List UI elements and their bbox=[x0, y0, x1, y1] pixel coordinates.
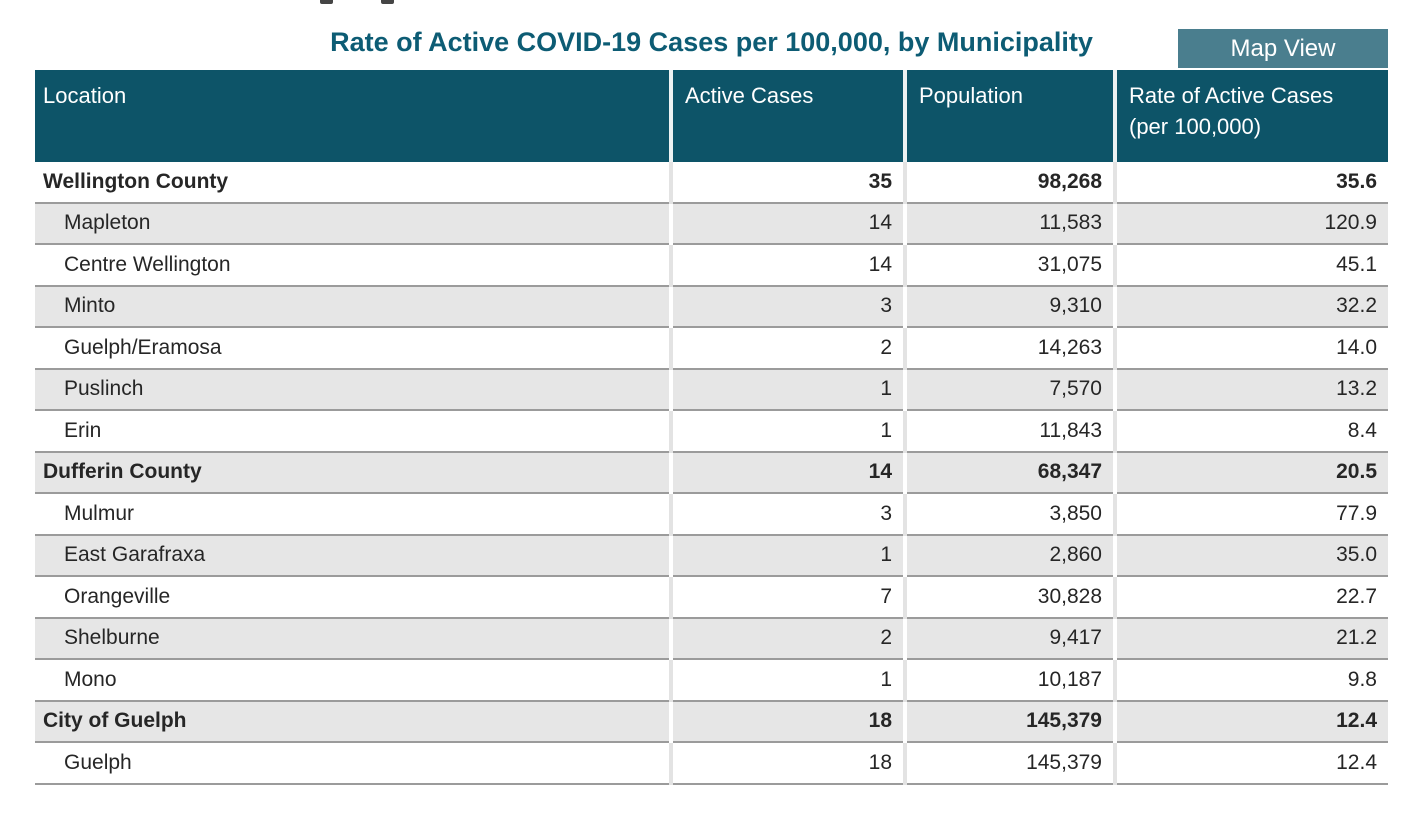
active-cases-cell: 1 bbox=[669, 659, 905, 702]
active-cases-cell: 14 bbox=[669, 202, 905, 245]
location-cell: Guelph/Eramosa bbox=[35, 327, 671, 370]
rate-cell: 12.4 bbox=[1113, 742, 1388, 785]
active-cases-cell: 7 bbox=[669, 576, 905, 619]
population-cell: 68,347 bbox=[903, 451, 1115, 494]
table-row: City of Guelph 18 145,379 12.4 bbox=[35, 700, 1388, 743]
rate-cell: 14.0 bbox=[1113, 327, 1388, 370]
table-row: Orangeville 7 30,828 22.7 bbox=[35, 576, 1388, 619]
column-header-rate: Rate of Active Cases (per 100,000) bbox=[1113, 70, 1388, 162]
rate-cell: 8.4 bbox=[1113, 410, 1388, 453]
location-cell: Mulmur bbox=[35, 493, 671, 536]
active-cases-cell: 18 bbox=[669, 742, 905, 785]
rate-cell: 9.8 bbox=[1113, 659, 1388, 702]
population-cell: 145,379 bbox=[903, 742, 1115, 785]
active-cases-cell: 14 bbox=[669, 244, 905, 287]
active-cases-cell: 2 bbox=[669, 617, 905, 660]
location-cell: Mono bbox=[35, 659, 671, 702]
location-cell: Wellington County bbox=[35, 162, 671, 204]
table-row: Wellington County 35 98,268 35.6 bbox=[35, 162, 1388, 204]
table-body: Wellington County 35 98,268 35.6 Mapleto… bbox=[35, 162, 1388, 785]
column-header-rate-line1: Rate of Active Cases bbox=[1129, 83, 1334, 108]
location-cell: Guelph bbox=[35, 742, 671, 785]
rate-cell: 21.2 bbox=[1113, 617, 1388, 660]
table-row: Mapleton 14 11,583 120.9 bbox=[35, 202, 1388, 245]
table-row: Erin 1 11,843 8.4 bbox=[35, 410, 1388, 453]
active-cases-cell: 1 bbox=[669, 368, 905, 411]
active-cases-cell: 3 bbox=[669, 493, 905, 536]
active-cases-cell: 2 bbox=[669, 327, 905, 370]
location-cell: Shelburne bbox=[35, 617, 671, 660]
rate-cell: 13.2 bbox=[1113, 368, 1388, 411]
active-cases-cell: 3 bbox=[669, 285, 905, 328]
active-cases-cell: 1 bbox=[669, 410, 905, 453]
cropped-text-artifact bbox=[320, 0, 333, 4]
table-row: Minto 3 9,310 32.2 bbox=[35, 285, 1388, 328]
page-title: Rate of Active COVID-19 Cases per 100,00… bbox=[330, 27, 1093, 57]
column-header-rate-line2: (per 100,000) bbox=[1129, 114, 1262, 139]
location-cell: Centre Wellington bbox=[35, 244, 671, 287]
rate-cell: 35.6 bbox=[1113, 162, 1388, 204]
location-cell: Orangeville bbox=[35, 576, 671, 619]
active-cases-cell: 18 bbox=[669, 700, 905, 743]
cropped-text-artifact bbox=[381, 0, 394, 4]
rate-cell: 20.5 bbox=[1113, 451, 1388, 494]
location-cell: Mapleton bbox=[35, 202, 671, 245]
population-cell: 30,828 bbox=[903, 576, 1115, 619]
location-cell: Erin bbox=[35, 410, 671, 453]
location-cell: East Garafraxa bbox=[35, 534, 671, 577]
map-view-button[interactable]: Map View bbox=[1178, 29, 1388, 68]
rate-cell: 32.2 bbox=[1113, 285, 1388, 328]
population-cell: 9,417 bbox=[903, 617, 1115, 660]
table-header: Location Active Cases Population Rate of… bbox=[35, 70, 1388, 162]
header-row: Location Active Cases Population Rate of… bbox=[35, 70, 1388, 162]
population-cell: 2,860 bbox=[903, 534, 1115, 577]
population-cell: 9,310 bbox=[903, 285, 1115, 328]
column-header-population: Population bbox=[903, 70, 1115, 162]
population-cell: 98,268 bbox=[903, 162, 1115, 204]
table-row: Puslinch 1 7,570 13.2 bbox=[35, 368, 1388, 411]
population-cell: 7,570 bbox=[903, 368, 1115, 411]
column-header-location: Location bbox=[35, 70, 671, 162]
rate-cell: 12.4 bbox=[1113, 700, 1388, 743]
location-cell: City of Guelph bbox=[35, 700, 671, 743]
table-row: Guelph 18 145,379 12.4 bbox=[35, 742, 1388, 785]
population-cell: 11,583 bbox=[903, 202, 1115, 245]
table-row: Mulmur 3 3,850 77.9 bbox=[35, 493, 1388, 536]
rate-cell: 120.9 bbox=[1113, 202, 1388, 245]
active-cases-cell: 14 bbox=[669, 451, 905, 494]
covid-rate-table: Location Active Cases Population Rate of… bbox=[35, 70, 1388, 785]
population-cell: 145,379 bbox=[903, 700, 1115, 743]
table-row: Centre Wellington 14 31,075 45.1 bbox=[35, 244, 1388, 287]
table-row: Mono 1 10,187 9.8 bbox=[35, 659, 1388, 702]
rate-cell: 22.7 bbox=[1113, 576, 1388, 619]
rate-cell: 35.0 bbox=[1113, 534, 1388, 577]
population-cell: 3,850 bbox=[903, 493, 1115, 536]
rate-cell: 77.9 bbox=[1113, 493, 1388, 536]
column-header-active-cases: Active Cases bbox=[669, 70, 905, 162]
population-cell: 11,843 bbox=[903, 410, 1115, 453]
rate-cell: 45.1 bbox=[1113, 244, 1388, 287]
table-row: Shelburne 2 9,417 21.2 bbox=[35, 617, 1388, 660]
location-cell: Minto bbox=[35, 285, 671, 328]
location-cell: Puslinch bbox=[35, 368, 671, 411]
population-cell: 10,187 bbox=[903, 659, 1115, 702]
location-cell: Dufferin County bbox=[35, 451, 671, 494]
population-cell: 14,263 bbox=[903, 327, 1115, 370]
population-cell: 31,075 bbox=[903, 244, 1115, 287]
table-row: Guelph/Eramosa 2 14,263 14.0 bbox=[35, 327, 1388, 370]
active-cases-cell: 35 bbox=[669, 162, 905, 204]
active-cases-cell: 1 bbox=[669, 534, 905, 577]
table-row: East Garafraxa 1 2,860 35.0 bbox=[35, 534, 1388, 577]
table-row: Dufferin County 14 68,347 20.5 bbox=[35, 451, 1388, 494]
